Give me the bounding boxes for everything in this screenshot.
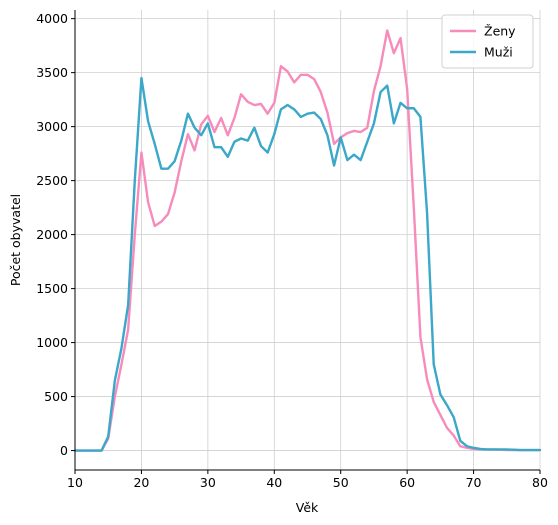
y-tick-label: 2000 — [36, 227, 68, 242]
x-tick-label: 40 — [266, 475, 282, 490]
y-tick-label: 1500 — [36, 281, 68, 296]
legend-frame — [441, 14, 534, 69]
x-tick-label: 30 — [200, 475, 216, 490]
series-lines — [73, 29, 542, 452]
axes — [74, 10, 540, 471]
y-tick-label: 500 — [44, 389, 68, 404]
x-tick-label: 20 — [133, 475, 149, 490]
x-tick-label: 70 — [466, 475, 482, 490]
series-line-muzi — [73, 76, 542, 452]
y-axis-title: Počet obyvatel — [8, 194, 23, 286]
x-axis-title: Věk — [296, 500, 319, 515]
tick-marks: 10 20 30 40 50 60 70 80 0 500 1000 1500 2000 2500 3000… — [36, 11, 548, 490]
grid-lines — [74, 10, 541, 470]
legend-label-muzi: Muži — [484, 45, 513, 60]
legend-label-zeny: Ženy — [484, 24, 516, 39]
x-tick-label: 60 — [399, 475, 415, 490]
legend: Ženy Muži — [441, 14, 534, 69]
y-tick-label: 4000 — [36, 11, 68, 26]
y-tick-label: 3500 — [36, 65, 68, 80]
y-tick-label: 3000 — [36, 119, 68, 134]
x-tick-label: 50 — [333, 475, 349, 490]
y-tick-label: 0 — [60, 443, 68, 458]
x-tick-label: 80 — [532, 475, 548, 490]
y-tick-label: 1000 — [36, 335, 68, 350]
y-tick-label: 2500 — [36, 173, 68, 188]
x-tick-label: 10 — [67, 475, 83, 490]
series-line-zeny — [73, 29, 542, 452]
